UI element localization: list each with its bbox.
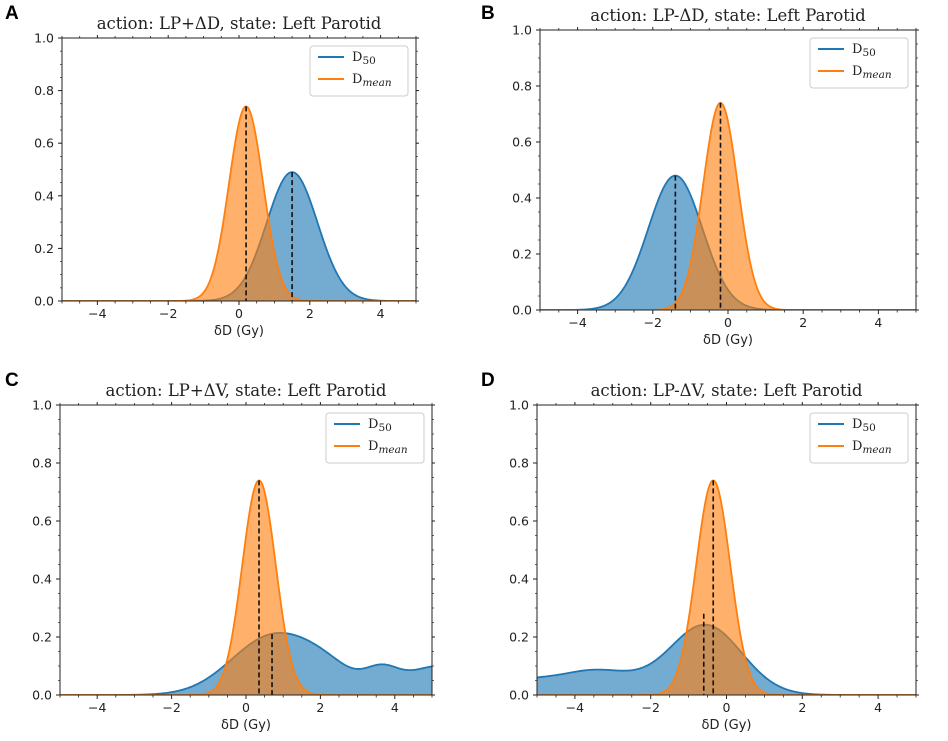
y-tick-label: 0.6 — [34, 136, 54, 151]
legend-label-d50: D50 — [352, 50, 376, 67]
legend-label-d50: D50 — [368, 417, 392, 434]
y-tick-label: 1.0 — [509, 398, 529, 413]
plot-area — [540, 101, 916, 310]
y-tick-label: 0.0 — [512, 303, 532, 318]
legend-label-dmean: Dmean — [852, 64, 892, 81]
y-tick-label: 1.0 — [32, 398, 52, 413]
y-tick-label: 0.0 — [509, 688, 529, 703]
legend-label-dmean: Dmean — [352, 72, 392, 89]
y-tick-label: 0.4 — [34, 188, 54, 203]
chart-title: action: LP-ΔV, state: Left Parotid — [591, 381, 863, 400]
x-tick-label: −4 — [568, 315, 586, 330]
y-tick-label: 0.2 — [32, 630, 52, 645]
x-tick-label: −2 — [162, 700, 180, 715]
legend-box — [809, 412, 909, 464]
series-area-d50 — [62, 172, 416, 301]
x-tick-label: −2 — [641, 700, 659, 715]
y-tick-label: 0.8 — [32, 456, 52, 471]
x-tick-label: 4 — [874, 315, 882, 330]
plot-area — [537, 479, 916, 695]
x-tick-label: 4 — [391, 700, 399, 715]
x-axis-label: δD (Gy) — [701, 718, 751, 733]
legend: D50 Dmean — [809, 37, 909, 89]
y-tick-label: 0.8 — [34, 83, 54, 98]
y-tick-label: 0.6 — [512, 135, 532, 150]
x-tick-label: −4 — [566, 700, 584, 715]
x-axis-label: δD (Gy) — [221, 718, 271, 733]
series-line-dmean — [537, 479, 916, 695]
x-tick-label: 2 — [306, 306, 314, 321]
x-tick-label: 2 — [798, 700, 806, 715]
legend: D50 Dmean — [809, 412, 909, 464]
y-tick-label: 0.8 — [509, 456, 529, 471]
x-axis-label: δD (Gy) — [703, 333, 753, 348]
legend: D50 Dmean — [325, 412, 425, 464]
y-tick-label: 0.2 — [34, 241, 54, 256]
plot-area — [62, 105, 416, 301]
x-tick-label: −2 — [159, 306, 177, 321]
series-line-dmean — [62, 105, 416, 301]
x-tick-label: −4 — [88, 700, 106, 715]
y-tick-label: 0.0 — [34, 294, 54, 309]
x-tick-label: 0 — [723, 700, 731, 715]
y-tick-label: 0.6 — [509, 514, 529, 529]
series-area-dmean — [537, 480, 916, 695]
series-area-dmean — [60, 480, 432, 695]
y-tick-label: 0.2 — [509, 630, 529, 645]
chart-title: action: LP+ΔV, state: Left Parotid — [106, 381, 387, 400]
series-line-dmean — [540, 101, 916, 310]
chart-title: action: LP+ΔD, state: Left Parotid — [97, 14, 382, 33]
y-tick-label: 1.0 — [512, 23, 532, 38]
legend-label-d50: D50 — [852, 417, 876, 434]
chart-title: action: LP-ΔD, state: Left Parotid — [590, 6, 866, 25]
y-tick-label: 1.0 — [34, 31, 54, 46]
x-axis-label: δD (Gy) — [214, 324, 264, 339]
legend-label-d50: D50 — [852, 42, 876, 59]
y-tick-label: 0.2 — [512, 247, 532, 262]
x-tick-label: 2 — [799, 315, 807, 330]
panel-letter: A — [5, 3, 19, 24]
legend-label-dmean: Dmean — [852, 439, 892, 456]
x-tick-label: −4 — [88, 306, 106, 321]
legend-box — [309, 45, 409, 97]
series-area-dmean — [540, 102, 916, 310]
y-tick-label: 0.8 — [512, 79, 532, 94]
legend-box — [809, 37, 909, 89]
y-tick-label: 0.4 — [512, 191, 532, 206]
x-tick-label: 0 — [242, 700, 250, 715]
legend-label-dmean: Dmean — [368, 439, 408, 456]
y-tick-label: 0.0 — [32, 688, 52, 703]
series-area-dmean — [62, 106, 416, 301]
y-tick-label: 0.4 — [32, 572, 52, 587]
y-tick-label: 0.6 — [32, 514, 52, 529]
panel-letter: D — [481, 370, 495, 391]
panel-letter: B — [481, 3, 495, 24]
panel-letter: C — [5, 370, 19, 391]
x-tick-label: 2 — [316, 700, 324, 715]
x-tick-label: 0 — [724, 315, 732, 330]
x-tick-label: 4 — [377, 306, 385, 321]
series-line-dmean — [60, 479, 432, 695]
y-tick-label: 0.4 — [509, 572, 529, 587]
legend: D50 Dmean — [309, 45, 409, 97]
legend-box — [325, 412, 425, 464]
plot-area — [60, 479, 432, 695]
x-tick-label: 4 — [874, 700, 882, 715]
x-tick-label: −2 — [644, 315, 662, 330]
x-tick-label: 0 — [235, 306, 243, 321]
series-area-d50 — [540, 175, 916, 310]
